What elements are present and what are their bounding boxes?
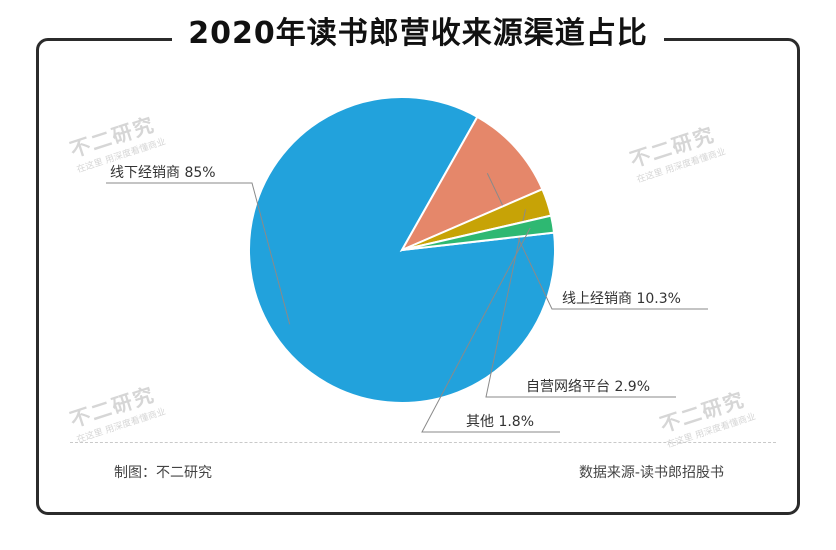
leader-line [485, 209, 676, 398]
slice-online [399, 115, 544, 253]
data-label: 自营网络平台 2.9% [526, 379, 650, 395]
slice-other [401, 214, 556, 251]
data-label: 其他 1.8% [466, 414, 534, 430]
leader-line [421, 227, 560, 433]
footer-source: 数据来源-读书郎招股书 [578, 465, 724, 481]
data-label: 线下经销商 85% [110, 165, 216, 181]
data-label: 线上经销商 10.3% [562, 291, 681, 307]
chart-title: 2020年读书郎营收来源渠道占比 [172, 12, 664, 56]
leader-line [106, 182, 291, 325]
footer-divider [70, 442, 776, 443]
footer-credit: 制图：不二研究 [114, 465, 212, 481]
